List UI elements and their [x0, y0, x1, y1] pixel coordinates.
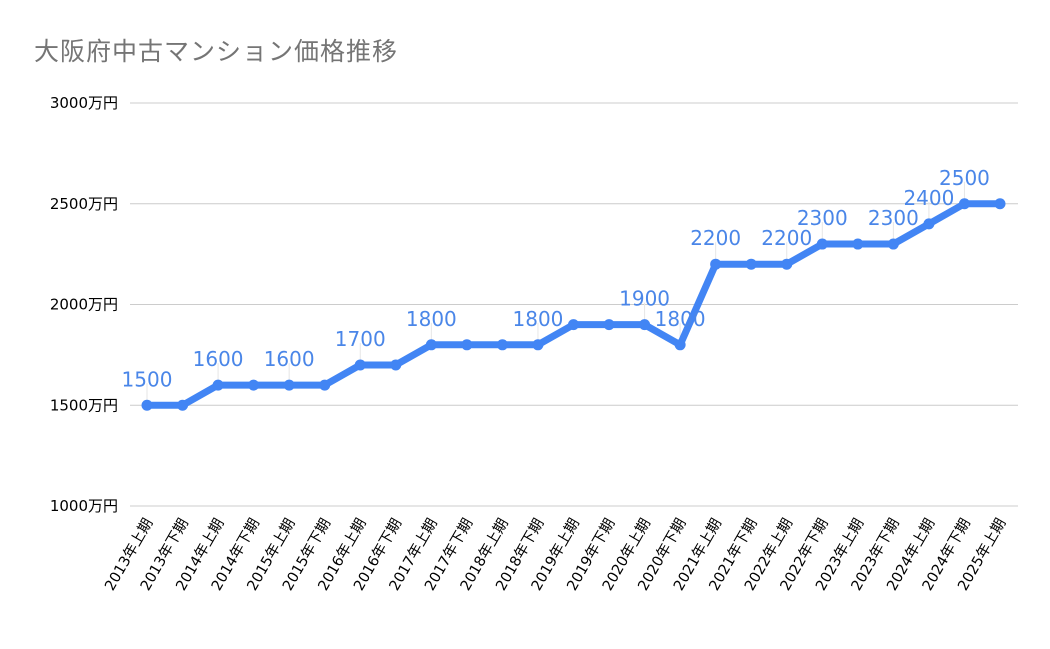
data-point — [532, 339, 544, 351]
data-label: 2400 — [903, 186, 954, 210]
data-label: 2500 — [939, 166, 990, 190]
data-point — [496, 339, 508, 351]
data-point — [674, 339, 686, 351]
y-tick-label: 1000万円 — [50, 497, 118, 515]
data-point — [461, 339, 473, 351]
data-point — [710, 258, 722, 270]
y-tick-label: 1500万円 — [50, 396, 118, 414]
y-tick-label: 3000万円 — [50, 94, 118, 112]
data-point — [354, 359, 366, 371]
data-point — [852, 238, 864, 250]
data-label: 1900 — [619, 287, 670, 311]
data-point — [781, 258, 793, 270]
y-tick-label: 2000万円 — [50, 296, 118, 314]
data-label: 2200 — [690, 226, 741, 250]
data-label: 2200 — [761, 226, 812, 250]
data-label: 1800 — [406, 307, 457, 331]
data-label: 1600 — [264, 347, 315, 371]
data-point — [958, 198, 970, 210]
data-point — [390, 359, 402, 371]
chart-title: 大阪府中古マンション価格推移 — [34, 37, 399, 66]
data-point — [994, 198, 1006, 210]
data-label: 1700 — [335, 327, 386, 351]
data-label: 2300 — [797, 206, 848, 230]
data-point — [177, 399, 189, 411]
data-label: 1500 — [122, 367, 173, 391]
data-label: 1800 — [655, 307, 706, 331]
data-point — [319, 379, 331, 391]
data-point — [745, 258, 757, 270]
data-point — [603, 319, 615, 331]
data-point — [141, 399, 153, 411]
data-point — [212, 379, 224, 391]
data-point — [568, 319, 579, 331]
data-point — [923, 218, 935, 230]
data-label: 1800 — [513, 307, 564, 331]
data-point — [283, 379, 295, 391]
data-point — [816, 238, 828, 250]
y-tick-label: 2500万円 — [50, 195, 118, 213]
data-point — [887, 238, 899, 250]
data-label: 2300 — [868, 206, 919, 230]
data-label: 1600 — [193, 347, 244, 371]
data-point — [639, 319, 651, 331]
data-point — [425, 339, 437, 351]
data-point — [248, 379, 260, 391]
